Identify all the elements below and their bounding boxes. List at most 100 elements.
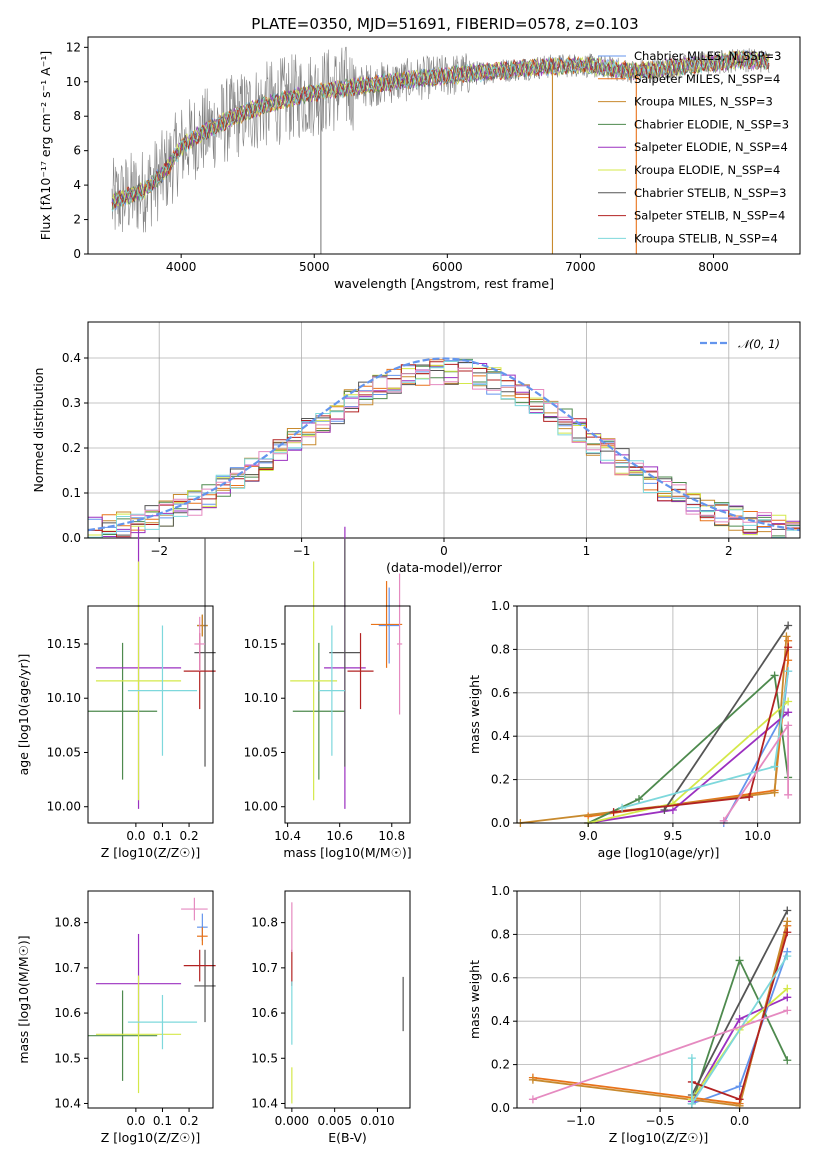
x-tick-label: 9.5 (663, 829, 682, 843)
y-tick-label: 12 (66, 40, 81, 54)
series-marker (609, 808, 618, 817)
x-tick-label: 10.4 (274, 829, 301, 843)
y-tick-label: 0.0 (491, 1101, 510, 1115)
model-line (111, 50, 770, 210)
legend-label: Kroupa STELIB, N_SSP=4 (634, 231, 778, 245)
x-tick-label: 10.8 (378, 829, 405, 843)
legend-label: Salpeter STELIB, N_SSP=4 (634, 209, 785, 223)
axes-frame (87, 605, 214, 824)
series-marker (782, 632, 791, 641)
series-marker (784, 697, 793, 706)
x-tick-label: 9.0 (579, 829, 598, 843)
y-tick-label: 10.05 (244, 745, 278, 759)
y-tick-label: 0 (73, 247, 81, 261)
x-tick-label: 4000 (166, 260, 197, 274)
mass-weight-lines (528, 906, 792, 1110)
x-tick-label: 10.0 (744, 829, 771, 843)
y-tick-label: 0.2 (491, 773, 510, 787)
plot-area (88, 357, 800, 538)
series-marker (783, 952, 792, 961)
y-tick-label: 10.7 (54, 961, 81, 975)
series-marker (735, 1082, 744, 1091)
x-axis-label: Z [log10(Z/Z☉)] (609, 1130, 709, 1145)
y-tick-label: 10.00 (47, 800, 81, 814)
x-tick-label: 0.005 (317, 1114, 351, 1128)
y-tick-label: 4 (73, 178, 81, 192)
y-axis-label: mass weight (467, 960, 482, 1039)
plot-mass_vs_EBV: 0.000 0.005 0.010 10.4 10.5 10.6 10.7 10.8 E(B-V… (251, 890, 411, 1145)
x-tick-label: 0.1 (153, 1114, 172, 1128)
series-line (691, 910, 789, 1096)
plots-layer: 4000 5000 6000 7000 8000024681012wavelength … (16, 36, 801, 1145)
y-tick-label: 0.2 (491, 1058, 510, 1072)
series-marker (784, 708, 793, 717)
y-tick-label: 0.8 (491, 642, 510, 656)
plot-area (516, 621, 793, 827)
x-tick-label: 0.0 (126, 1114, 145, 1128)
y-tick-label: 1.0 (491, 599, 510, 613)
figure-title: PLATE=0350, MJD=51691, FIBERID=0578, z=0… (251, 15, 638, 33)
series-marker (687, 1054, 696, 1063)
y-tick-label: 0.2 (62, 441, 81, 455)
x-tick-label: 0 (440, 544, 448, 558)
x-tick-label: 0.1 (153, 829, 172, 843)
x-tick-label: 0.2 (180, 829, 199, 843)
axes-frame (516, 605, 801, 824)
series-marker (635, 795, 644, 804)
series-marker (783, 993, 792, 1002)
series-marker (735, 1015, 744, 1024)
x-axis-label: E(B-V) (328, 1130, 367, 1145)
y-tick-label: 2 (73, 213, 81, 227)
x-tick-label: 1 (583, 544, 591, 558)
plot-spectrum: 4000 5000 6000 7000 8000 0 2 4 6 8 10 12 wavelength … (38, 36, 801, 291)
y-tick-label: 0.8 (491, 927, 510, 941)
series-marker (770, 762, 779, 771)
legend-label: Chabrier MILES, N_SSP=3 (634, 49, 781, 63)
series-marker (783, 917, 792, 926)
series-marker (784, 667, 793, 676)
series-marker (735, 1095, 744, 1104)
legend-label: Chabrier ELODIE, N_SSP=3 (634, 117, 789, 131)
y-tick-label: 0.0 (62, 531, 81, 545)
y-tick-label: 10.8 (54, 916, 81, 930)
plot-area (88, 897, 216, 1094)
y-tick-label: 0.4 (62, 351, 81, 365)
y-tick-label: 10.15 (47, 637, 81, 651)
y-tick-label: 0.3 (62, 396, 81, 410)
series-marker (528, 1075, 537, 1084)
axes-frame (516, 890, 801, 1109)
legend-label: Kroupa ELODIE, N_SSP=4 (634, 163, 780, 177)
y-tick-label: 10.6 (251, 1006, 278, 1020)
y-tick-label: 6 (73, 144, 81, 158)
legend-label: Kroupa MILES, N_SSP=3 (634, 95, 773, 109)
x-axis-label: age [log10(age/yr)] (598, 845, 720, 860)
series-marker (784, 790, 793, 799)
histogram-series (88, 367, 800, 538)
histograms (88, 357, 800, 538)
x-axis-label: mass [log10(M/M☉)] (283, 845, 411, 860)
axes-frame (87, 36, 801, 255)
x-tick-label: −0.5 (646, 1114, 675, 1128)
series-marker (784, 643, 793, 652)
series-marker (735, 956, 744, 965)
series-marker (687, 1099, 696, 1108)
x-tick-label: 7000 (565, 260, 596, 274)
y-tick-label: 1.0 (491, 884, 510, 898)
x-tick-label: 6000 (432, 260, 463, 274)
y-axis-label: age [log10(age/yr)] (16, 654, 31, 776)
legend-label: 𝒩(0, 1) (738, 337, 780, 351)
x-tick-label: −1 (293, 544, 311, 558)
axes-frame (284, 605, 411, 824)
y-tick-label: 10.7 (251, 961, 278, 975)
y-tick-label: 10.8 (251, 916, 278, 930)
y-tick-label: 0.1 (62, 486, 81, 500)
error-bars (88, 526, 216, 809)
normal-curve (88, 357, 800, 532)
x-tick-label: 0.000 (275, 1114, 309, 1128)
y-tick-label: 10 (66, 75, 81, 89)
y-tick-label: 8 (73, 109, 81, 123)
y-tick-label: 10.15 (244, 637, 278, 651)
plot-area (111, 46, 770, 254)
series-line (663, 624, 789, 811)
